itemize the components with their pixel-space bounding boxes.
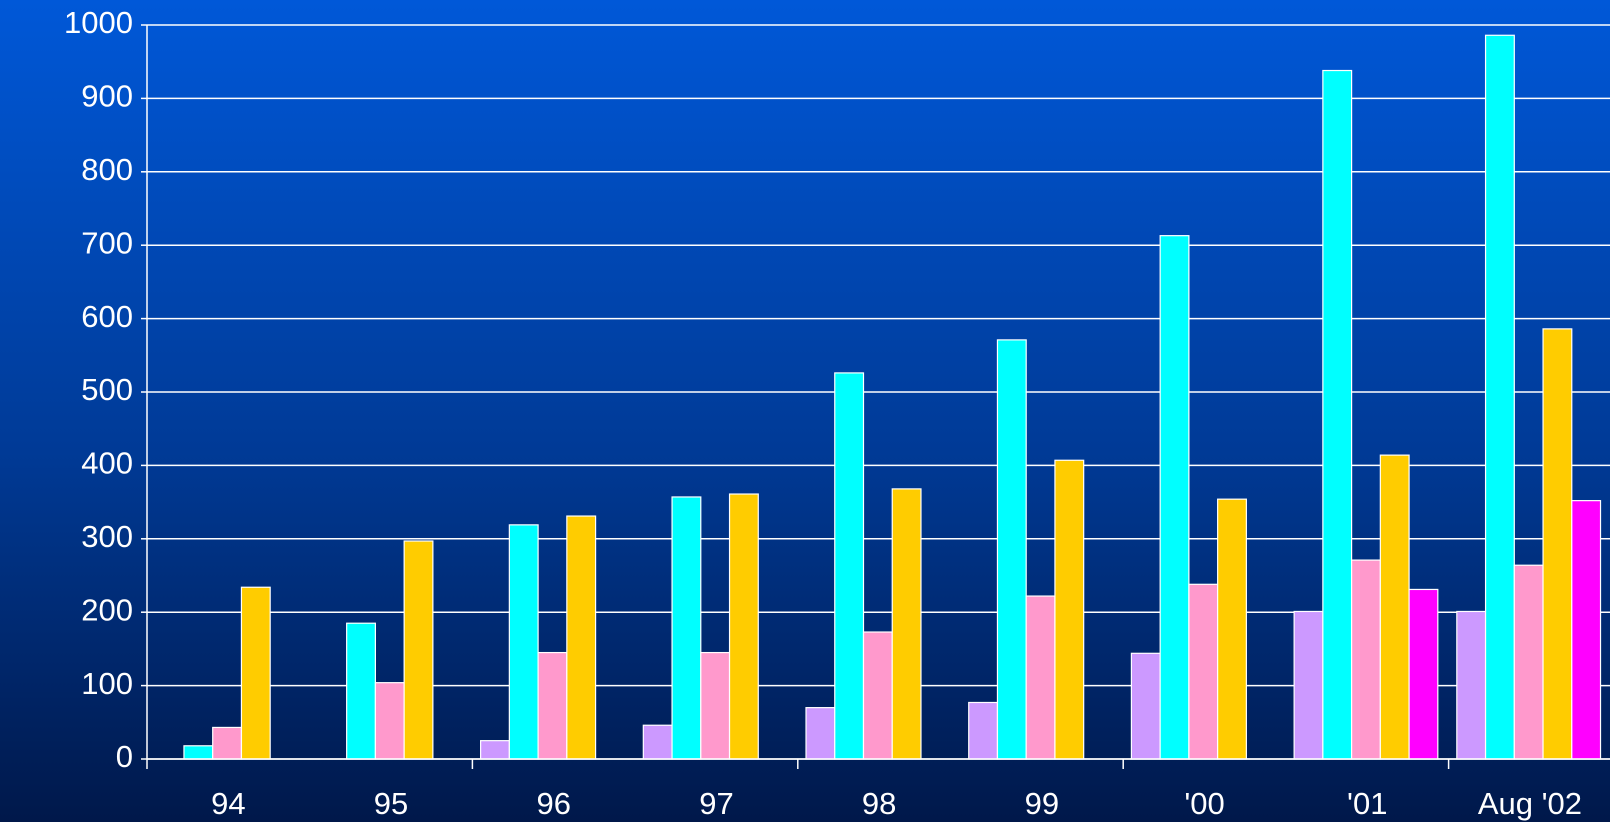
bar <box>212 726 243 760</box>
bar <box>480 740 510 760</box>
bar <box>1456 610 1487 760</box>
bar <box>1130 652 1161 760</box>
y-tick-label: 700 <box>81 225 133 260</box>
bar <box>1571 500 1602 760</box>
bar <box>1322 69 1353 760</box>
bar <box>642 724 673 760</box>
y-tick-label: 900 <box>81 79 133 114</box>
bar <box>1484 34 1515 760</box>
bar <box>1159 235 1190 760</box>
y-tick-label: 200 <box>81 592 133 627</box>
x-tick-label: 98 <box>862 786 896 821</box>
x-tick-label: 99 <box>1025 786 1059 821</box>
bar <box>1379 454 1410 760</box>
y-tick-label: 800 <box>81 152 133 187</box>
bar <box>1293 610 1324 760</box>
bar <box>566 515 597 760</box>
bar <box>891 488 922 760</box>
y-tick-label: 1000 <box>64 5 133 40</box>
bar <box>968 701 999 760</box>
bar <box>1217 498 1247 760</box>
bar <box>1513 564 1544 760</box>
y-tick-label: 600 <box>81 299 133 334</box>
bar <box>1408 588 1439 760</box>
bar <box>1188 583 1219 760</box>
x-tick-label: '00 <box>1184 786 1224 821</box>
x-tick-label: 95 <box>374 786 408 821</box>
bar <box>537 651 568 760</box>
y-tick-label: 400 <box>81 446 133 481</box>
bar <box>346 622 376 760</box>
bar <box>671 496 702 760</box>
bar <box>862 631 893 760</box>
y-tick-label: 100 <box>81 666 133 701</box>
x-tick-label: '01 <box>1347 786 1387 821</box>
bar <box>403 540 434 760</box>
bar <box>1542 328 1573 760</box>
x-tick-label: 94 <box>211 786 245 821</box>
x-tick-label: 97 <box>699 786 733 821</box>
bar <box>834 372 865 760</box>
bar <box>508 524 539 760</box>
y-tick-label: 0 <box>116 739 133 774</box>
bar <box>728 493 759 760</box>
x-tick-label: 96 <box>537 786 571 821</box>
bar <box>240 586 271 760</box>
y-tick-label: 500 <box>81 372 133 407</box>
bar <box>996 339 1027 760</box>
bar <box>374 682 405 760</box>
bar <box>1025 595 1056 760</box>
bar <box>1054 459 1085 760</box>
y-tick-label: 300 <box>81 519 133 554</box>
x-tick-label: Aug '02 <box>1478 786 1582 821</box>
bar <box>183 745 214 760</box>
bar <box>1350 559 1381 760</box>
bar <box>700 651 731 760</box>
bar <box>805 707 836 760</box>
